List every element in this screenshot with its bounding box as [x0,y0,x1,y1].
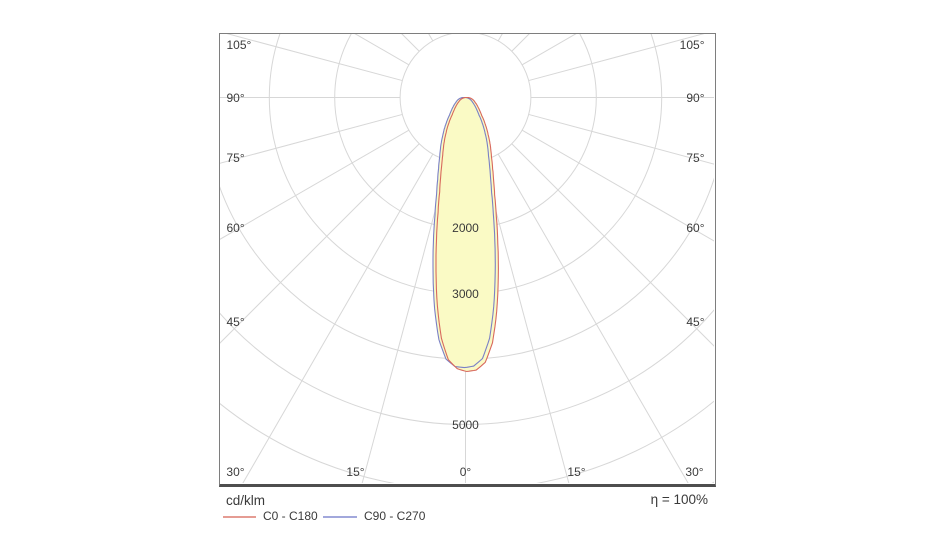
beam-outline-c0-c180 [435,96,499,373]
angle-label-bottom-2: 0° [459,464,472,479]
polar-diagram: 105° 90° 75° 60° 45° 105° 90° 75° 60° 45° 30° 15° 0°… [219,33,716,487]
legend-swatch-c0-c180 [223,516,256,518]
angle-label-left-45°: 45° [226,314,245,329]
grid-spoke-l60 [220,129,410,240]
beam-outline-c90-c270 [432,96,496,369]
grid-spoke-l30 [242,153,434,483]
legend-label-c0-c180: C0 - C180 [263,509,318,523]
angle-label-right-45°: 45° [686,314,705,329]
angle-label-right-60°: 60° [686,220,705,235]
angle-label-left-60°: 60° [226,220,245,235]
radial-value-label-3000: 3000 [452,286,479,301]
grid-spoke-r75 [528,113,714,165]
angle-label-bottom-4: 30° [685,464,704,479]
radial-value-label-5000: 5000 [452,417,479,432]
legend-swatch-c90-c270 [323,516,357,518]
angle-label-bottom-1: 15° [346,464,365,479]
grid-spoke-l45 [220,143,420,344]
grid-spoke-r15 [481,160,570,483]
grid-spoke-r105 [528,34,705,82]
angle-label-left-105°: 105° [226,37,252,52]
grid-spoke-l75 [220,113,403,164]
polar-canvas [220,34,714,483]
unit-label: cd/klm [226,493,266,508]
radial-value-label-2000: 2000 [452,221,479,236]
angle-label-bottom-3: 15° [567,464,586,479]
grid-spoke-r60 [521,129,714,242]
grid-spoke-l15 [361,160,450,483]
angle-label-right-105°: 105° [679,37,705,52]
grid-spoke-r45 [511,143,714,347]
angle-label-left-90°: 90° [226,90,245,105]
angle-label-bottom-0: 30° [226,464,245,479]
angle-label-left-75°: 75° [226,150,245,165]
angle-label-right-90°: 90° [686,90,705,105]
beam-fill-c90-c270 [433,97,496,368]
efficiency-label: η = 100% [650,492,708,507]
grid-spoke-r30 [497,153,689,483]
grid-spoke-l105 [226,34,403,82]
legend-label-c90-c270: C90 - C270 [364,509,426,523]
angle-label-right-75°: 75° [686,150,705,165]
